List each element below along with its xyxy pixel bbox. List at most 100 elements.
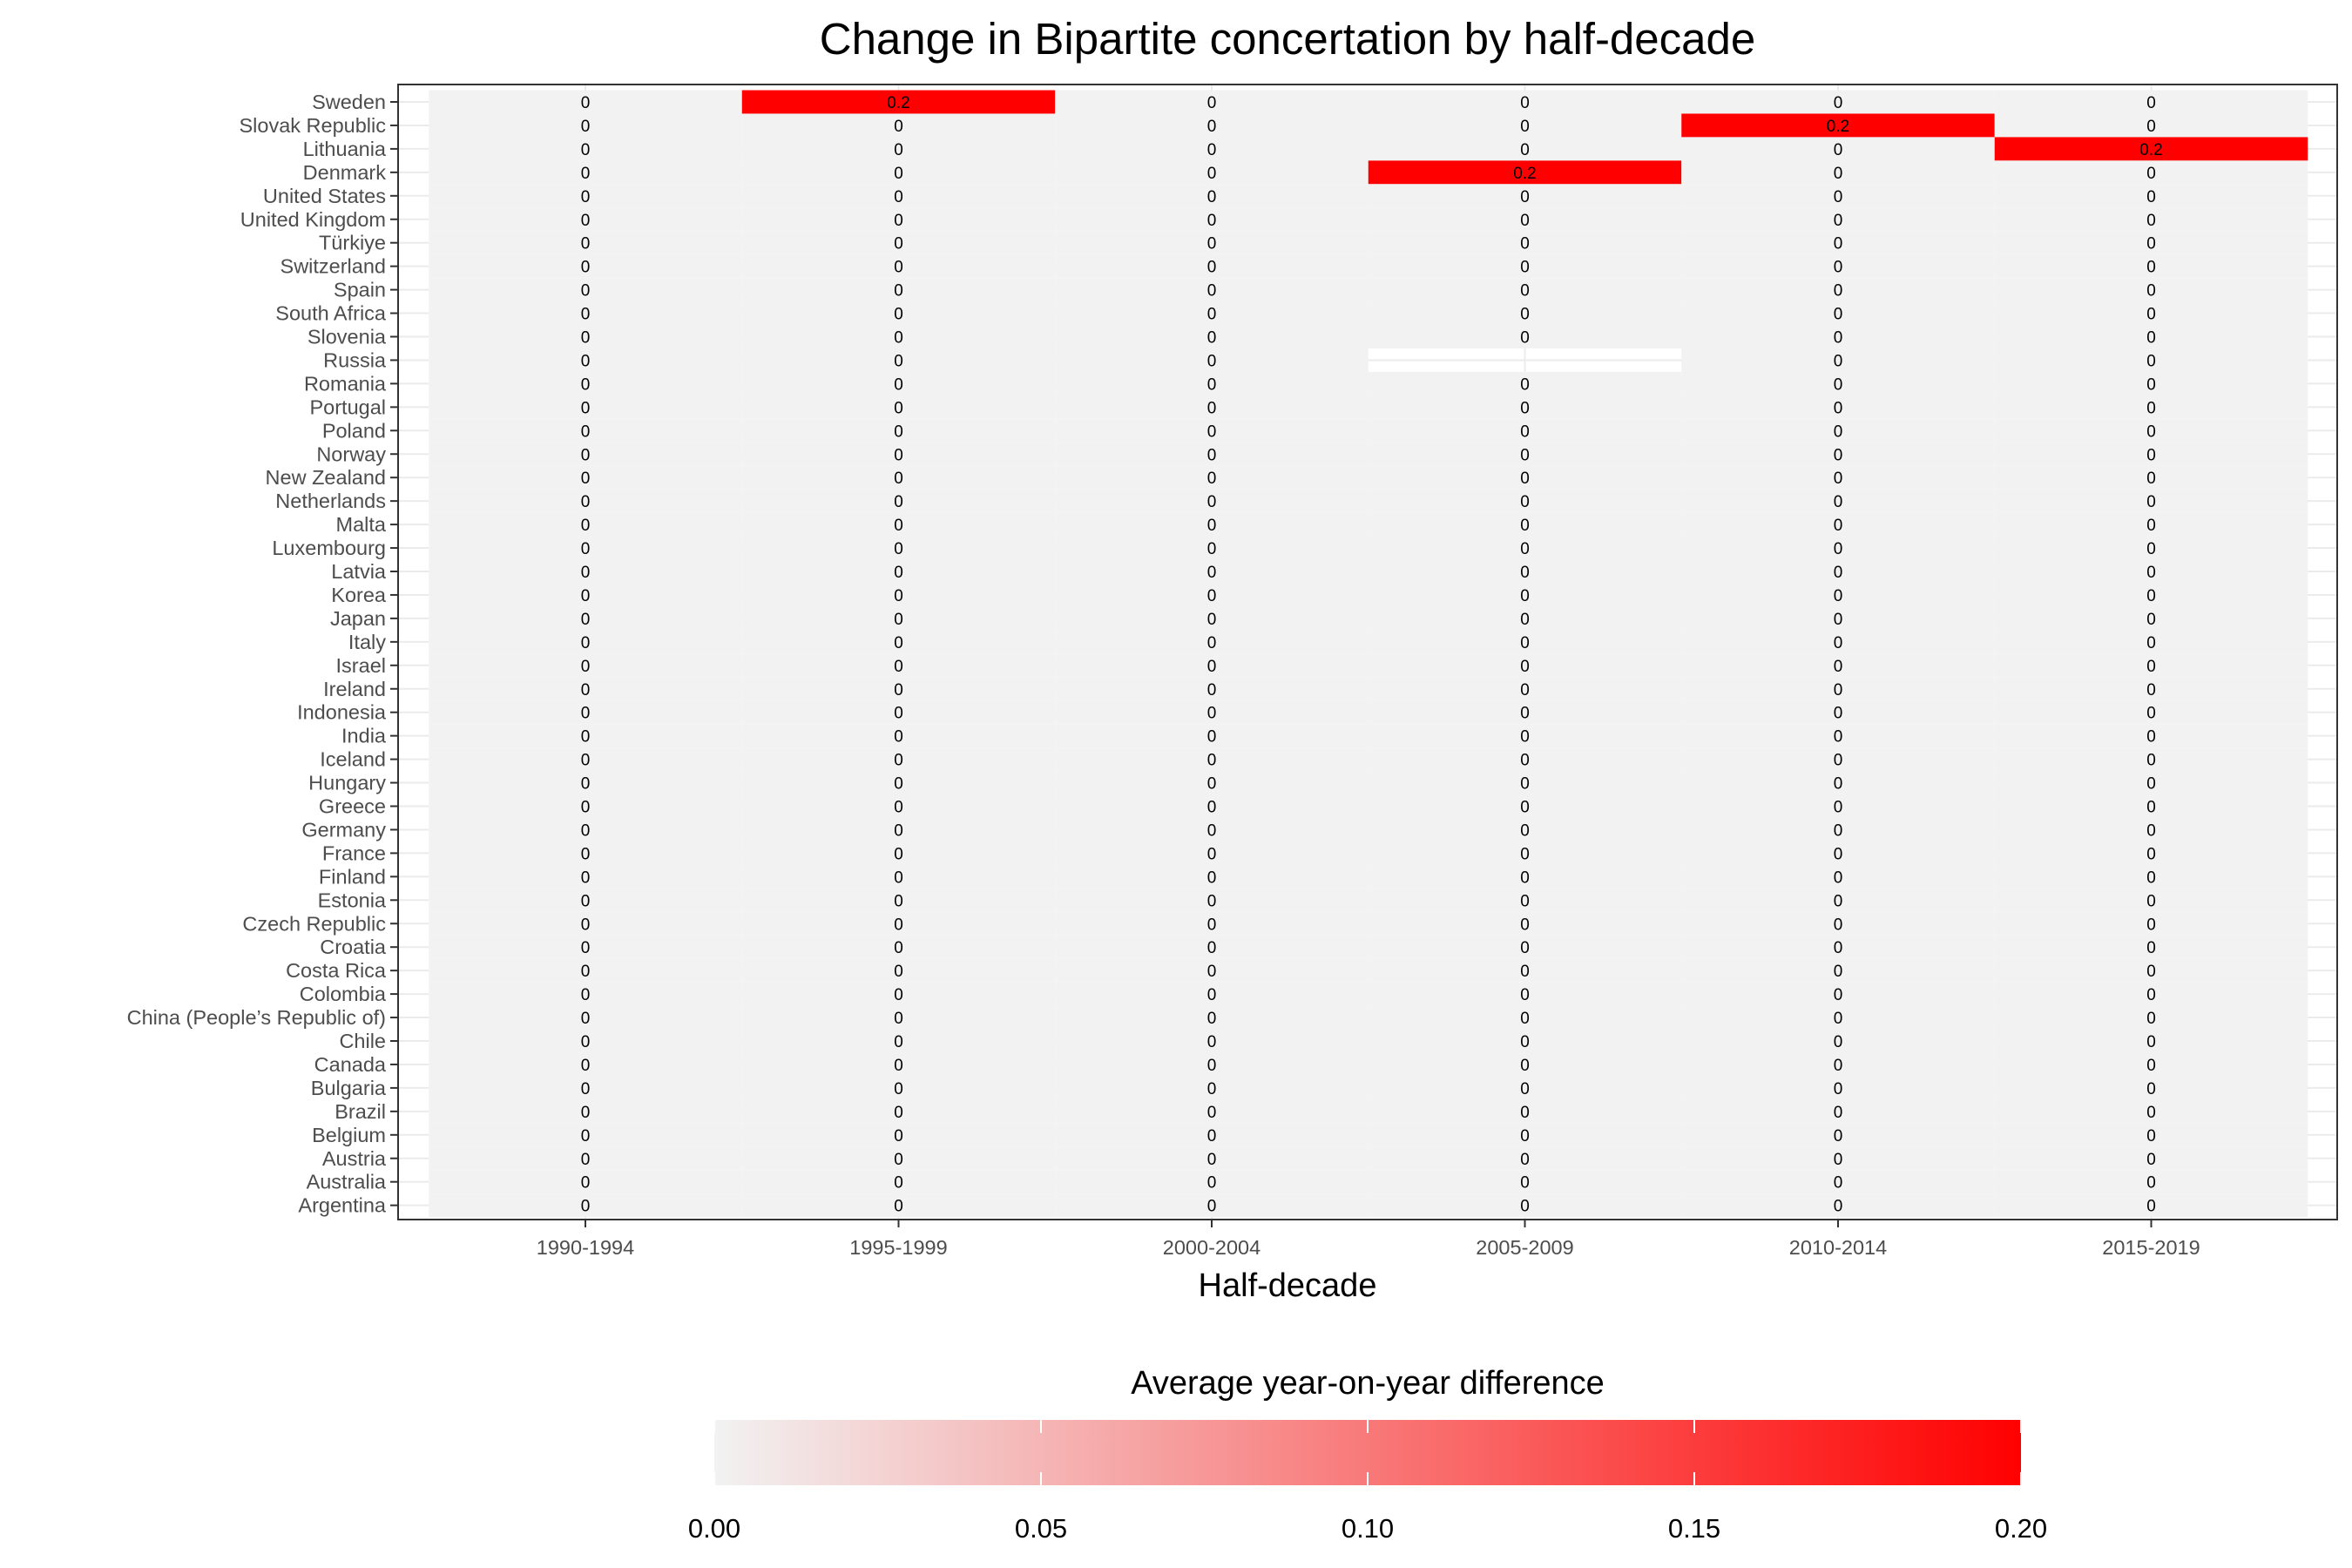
cell-value-label: 0: [2146, 94, 2156, 112]
y-tick-label: Estonia: [318, 889, 387, 911]
heatmap-cell-slovenia-2010-2014: [1681, 325, 1995, 348]
cell-value-label: 0: [2146, 892, 2156, 910]
cell-value-label: 0: [581, 634, 591, 652]
heatmap-cell-switzerland-1990-1994: [429, 254, 742, 279]
heatmap-cell-france-2015-2019: [1994, 841, 2308, 865]
heatmap-cell-luxembourg-1995-1999: [741, 536, 1056, 560]
cell-value-label: 0: [894, 1033, 903, 1051]
cell-value-label: 0: [1520, 540, 1530, 558]
heatmap-cell-lithuania-1990-1994: [429, 137, 742, 161]
cell-value-label: 0: [1834, 165, 1843, 183]
cell-value-label: 0: [894, 212, 903, 230]
heatmap-cell-france-1990-1994: [429, 841, 742, 865]
x-tick-label: 2005-2009: [1476, 1236, 1573, 1259]
cell-value-label: 0: [1207, 868, 1217, 887]
cell-value-label: 0: [581, 1033, 591, 1051]
heatmap-cell-portugal-1990-1994: [429, 395, 742, 419]
heatmap-cell-luxembourg-2010-2014: [1681, 536, 1995, 560]
cell-value-label: 0: [581, 1010, 591, 1028]
heatmap-cell-italy-2015-2019: [1994, 630, 2308, 654]
cell-value-label: 0: [1834, 399, 1843, 417]
heatmap-cell-bulgaria-2000-2004: [1055, 1076, 1369, 1100]
cell-value-label: 0: [1834, 611, 1843, 629]
heatmap-cell-russia-1995-1999: [741, 348, 1056, 372]
cell-value-label: 0: [1207, 681, 1217, 700]
cell-value-label: 0: [894, 1151, 903, 1169]
cell-value-label: 0: [1520, 188, 1530, 206]
heatmap-cell-austria-2015-2019: [1994, 1146, 2308, 1171]
heatmap-cell-germany-2015-2019: [1994, 817, 2308, 841]
heatmap-cell-chile-2005-2009: [1368, 1029, 1682, 1053]
heatmap-cell-norway-1995-1999: [741, 442, 1056, 466]
heatmap-cell-germany-2010-2014: [1681, 817, 1995, 841]
heatmap-cell-south-africa-1990-1994: [429, 301, 742, 326]
heatmap-cell-brazil-2000-2004: [1055, 1099, 1369, 1124]
cell-value-label: 0: [581, 493, 591, 511]
heatmap-cell-belgium-1990-1994: [429, 1123, 742, 1147]
heatmap-cell-switzerland-2000-2004: [1055, 254, 1369, 279]
y-tick-label: Israel: [336, 654, 386, 677]
cell-value-label: 0: [1520, 705, 1530, 723]
heatmap-cell-korea-1995-1999: [741, 583, 1056, 607]
cell-value-label: 0: [2146, 1010, 2156, 1028]
heatmap-cell-united-states-2000-2004: [1055, 184, 1369, 208]
heatmap-cell-brazil-2015-2019: [1994, 1099, 2308, 1124]
cell-value-label: 0: [894, 916, 903, 934]
heatmap-cell-united-states-2015-2019: [1994, 184, 2308, 208]
cell-value-label: 0: [1520, 986, 1530, 1004]
heatmap-cell-japan-2015-2019: [1994, 606, 2308, 631]
heatmap-cell-romania-2000-2004: [1055, 371, 1369, 395]
heatmap-cell-croatia-2000-2004: [1055, 935, 1369, 959]
cell-value-label: 0: [1207, 282, 1217, 301]
cell-value-label: 0: [1834, 1104, 1843, 1122]
cell-value-label: 0: [1520, 1104, 1530, 1122]
heatmap-cell-costa-rica-2010-2014: [1681, 958, 1995, 983]
cell-value-label: 0: [1520, 306, 1530, 324]
y-tick-label: Sweden: [312, 91, 386, 113]
cell-value-label: 0: [894, 611, 903, 629]
y-tick-label: Australia: [307, 1171, 387, 1193]
heatmap-cell-canada-1995-1999: [741, 1052, 1056, 1077]
cell-value-label: 0: [1834, 564, 1843, 582]
heatmap-cell-poland-1995-1999: [741, 418, 1056, 443]
cell-value-label: 0: [581, 94, 591, 112]
heatmap-cell-canada-1990-1994: [429, 1052, 742, 1077]
cell-value-label: 0: [1207, 352, 1217, 370]
cell-value-label: 0: [894, 306, 903, 324]
cell-value-label: 0: [1207, 916, 1217, 934]
cell-value-label: 0: [581, 375, 591, 394]
heatmap-cell-united-kingdom-2015-2019: [1994, 207, 2308, 232]
cell-value-label: 0: [894, 329, 903, 348]
cell-value-label: 0: [581, 1174, 591, 1193]
cell-value-label: 0: [1207, 306, 1217, 324]
cell-value-label: 0: [581, 799, 591, 817]
cell-value-label: 0: [581, 986, 591, 1004]
chart-title: Change in Bipartite concertation by half…: [820, 14, 1756, 64]
cell-value-label: 0: [581, 282, 591, 301]
y-tick-label: Korea: [331, 584, 387, 606]
heatmap-cell-czech-republic-2010-2014: [1681, 911, 1995, 936]
cell-value-label: 0: [2146, 845, 2156, 863]
cell-value-label: 0: [1520, 94, 1530, 112]
heatmap-cell-portugal-2005-2009: [1368, 395, 1682, 419]
cell-value-label: 0: [894, 517, 903, 535]
heatmap-cell-luxembourg-2015-2019: [1994, 536, 2308, 560]
heatmap-cell-hungary-2010-2014: [1681, 771, 1995, 795]
heatmap-cell-norway-2010-2014: [1681, 442, 1995, 466]
heatmap-cell-germany-1990-1994: [429, 817, 742, 841]
heatmap-cell-t-rkiye-2010-2014: [1681, 231, 1995, 255]
heatmap-cell-spain-2005-2009: [1368, 278, 1682, 302]
heatmap-cell-slovak-republic-2015-2019: [1994, 113, 2308, 138]
heatmap-cell-latvia-1995-1999: [741, 559, 1056, 584]
heatmap-cell-australia-2005-2009: [1368, 1170, 1682, 1194]
cell-value-label: 0: [894, 188, 903, 206]
heatmap-cell-t-rkiye-2000-2004: [1055, 231, 1369, 255]
heatmap-cell-slovenia-2005-2009: [1368, 325, 1682, 348]
legend-title: Average year-on-year difference: [1131, 1365, 1605, 1402]
heatmap-cell-denmark-2000-2004: [1055, 160, 1369, 185]
cell-value-label: 0: [581, 587, 591, 605]
heatmap-cell-colombia-1995-1999: [741, 982, 1056, 1006]
heatmap-cell-finland-2010-2014: [1681, 864, 1995, 889]
cell-value-label: 0: [2146, 259, 2156, 277]
legend-tick-label: 0.00: [688, 1513, 740, 1544]
